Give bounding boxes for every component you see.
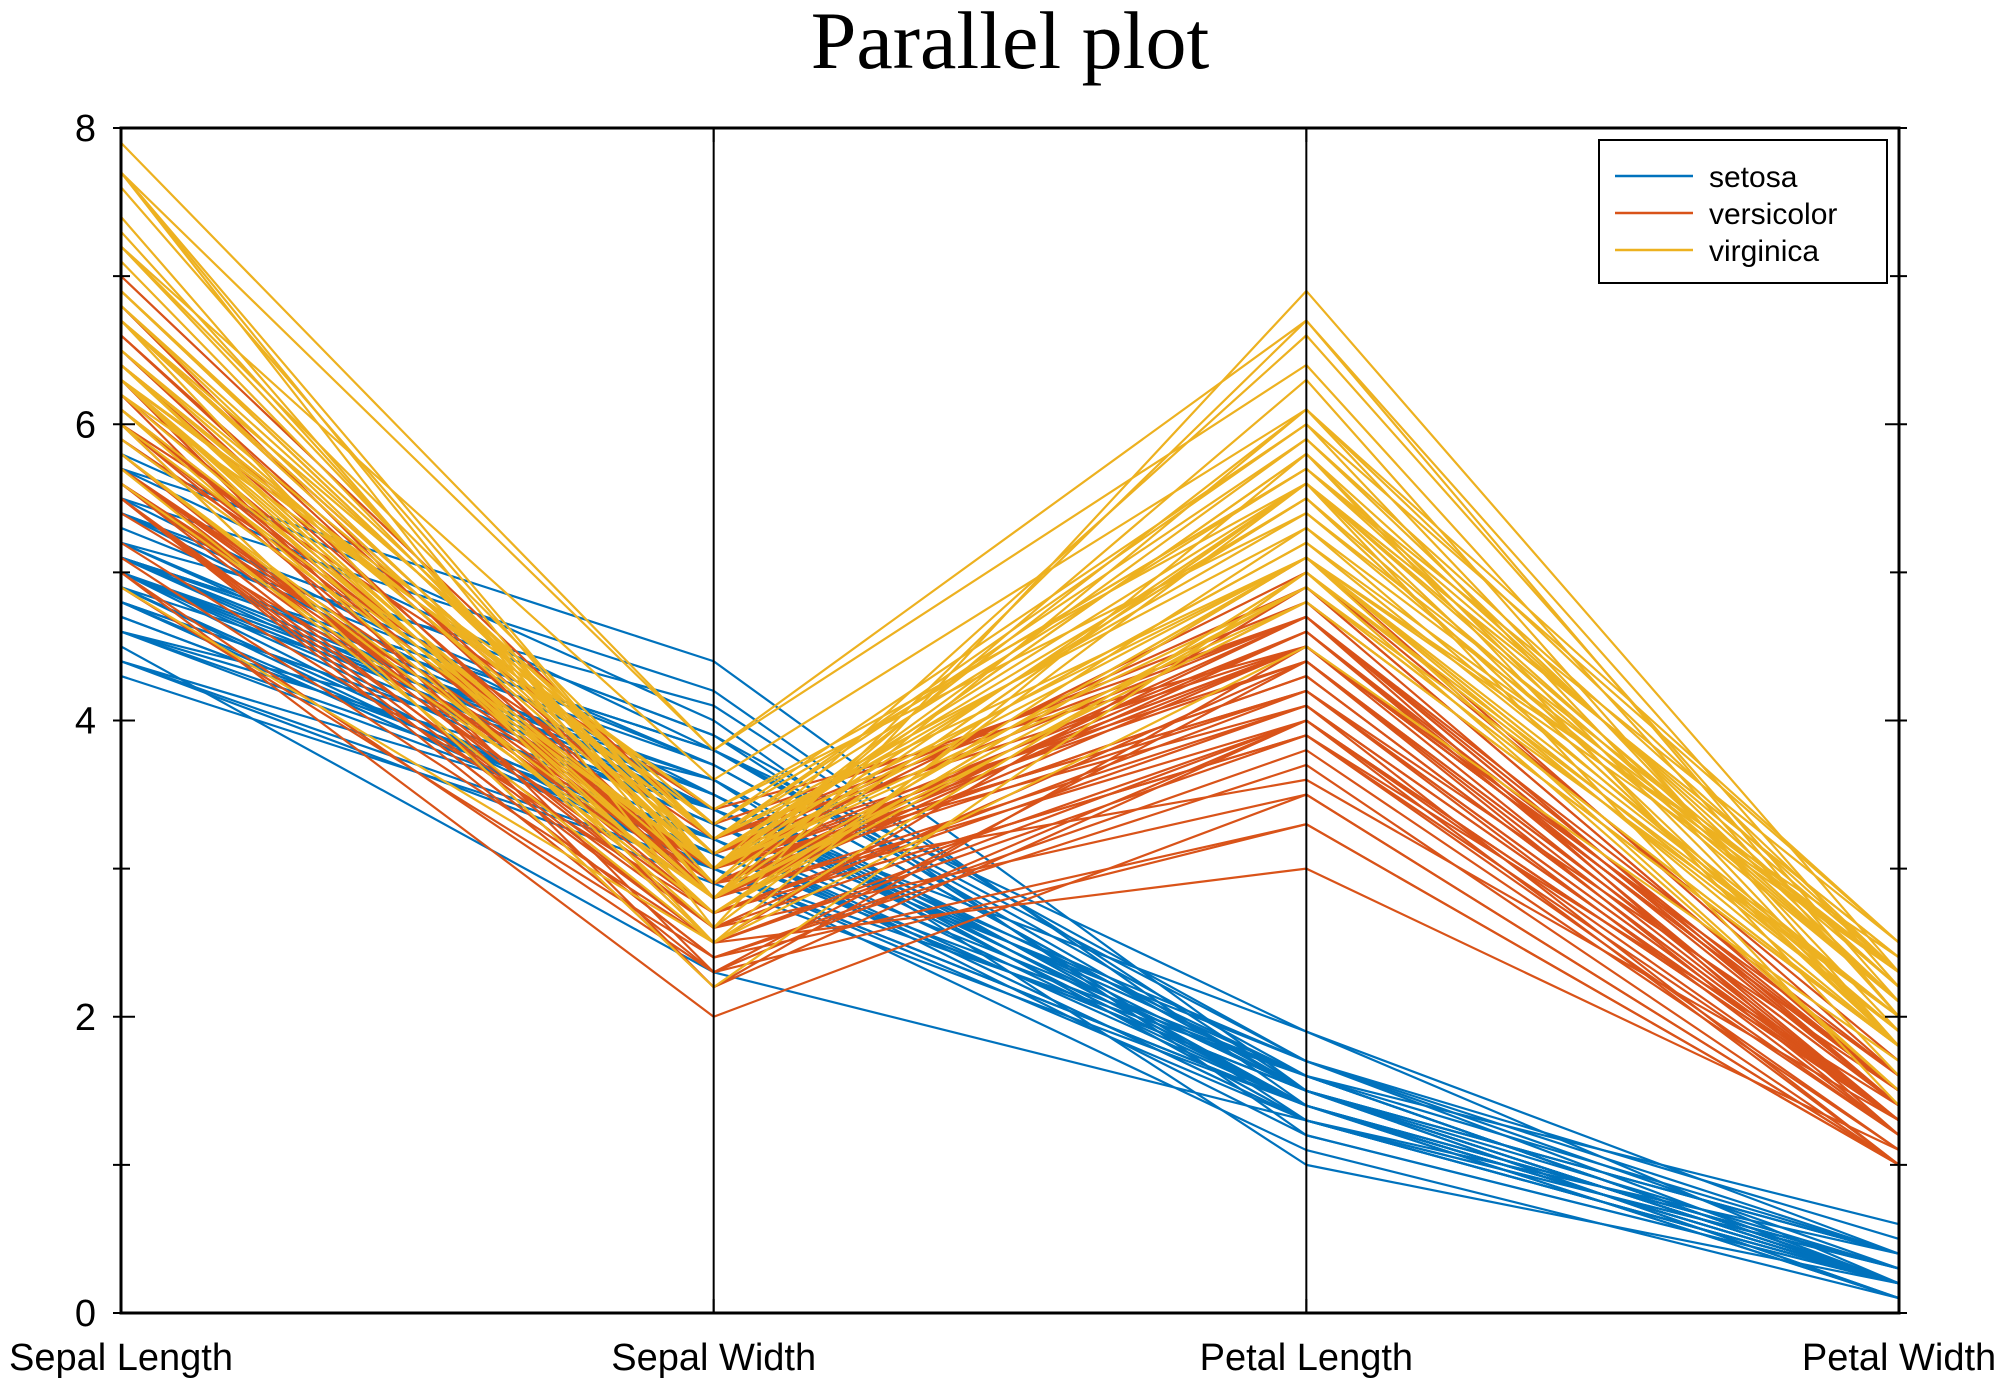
- series-line-virginica: [119, 245, 1901, 944]
- y-tick-label: 8: [75, 108, 96, 150]
- series-line-virginica: [119, 349, 1901, 1018]
- x-tick-label-petal-width: Petal Width: [1802, 1337, 1996, 1379]
- series-line-setosa: [119, 586, 1901, 1300]
- y-tick-label: 4: [75, 701, 96, 743]
- series-line-virginica: [119, 363, 1901, 989]
- y-tick-label: 6: [75, 404, 96, 446]
- x-tick-label-petal-length: Petal Length: [1200, 1337, 1413, 1379]
- series-line-virginica: [119, 393, 1901, 974]
- series-line-versicolor: [119, 497, 1901, 1166]
- series-line-virginica: [119, 452, 1901, 1033]
- series-group-virginica: [119, 141, 1901, 1107]
- series-line-virginica: [119, 304, 1901, 974]
- legend-label-virginica: virginica: [1709, 235, 1819, 268]
- axes-layer: Sepal Length Sepal Width Petal Length Petal…: [9, 108, 1996, 1379]
- chart-title: Parallel plot: [811, 0, 1210, 86]
- plot-frame: [119, 126, 1901, 1315]
- series-line-virginica: [119, 423, 1901, 1092]
- series-line-virginica: [119, 171, 1901, 1018]
- series-line-virginica: [119, 319, 1901, 944]
- y-tick-label: 0: [75, 1293, 96, 1335]
- series-line-virginica: [119, 437, 1901, 1048]
- series-line-virginica: [119, 586, 1901, 1063]
- legend-label-setosa: setosa: [1709, 161, 1798, 194]
- series-line-versicolor: [119, 571, 1901, 1166]
- x-tick-label-sepal-length: Sepal Length: [9, 1337, 233, 1379]
- y-tick-label: 2: [75, 997, 96, 1039]
- series-line-versicolor: [119, 497, 1901, 1122]
- series-layer: [119, 141, 1901, 1300]
- x-tick-label-sepal-width: Sepal Width: [611, 1337, 816, 1379]
- legend: setosa versicolor virginica: [1598, 139, 1888, 284]
- series-line-versicolor: [119, 556, 1901, 1152]
- legend-label-versicolor: versicolor: [1709, 198, 1837, 231]
- series-line-virginica: [119, 171, 1901, 989]
- legend-box: [1598, 139, 1888, 284]
- series-line-virginica: [119, 319, 1901, 959]
